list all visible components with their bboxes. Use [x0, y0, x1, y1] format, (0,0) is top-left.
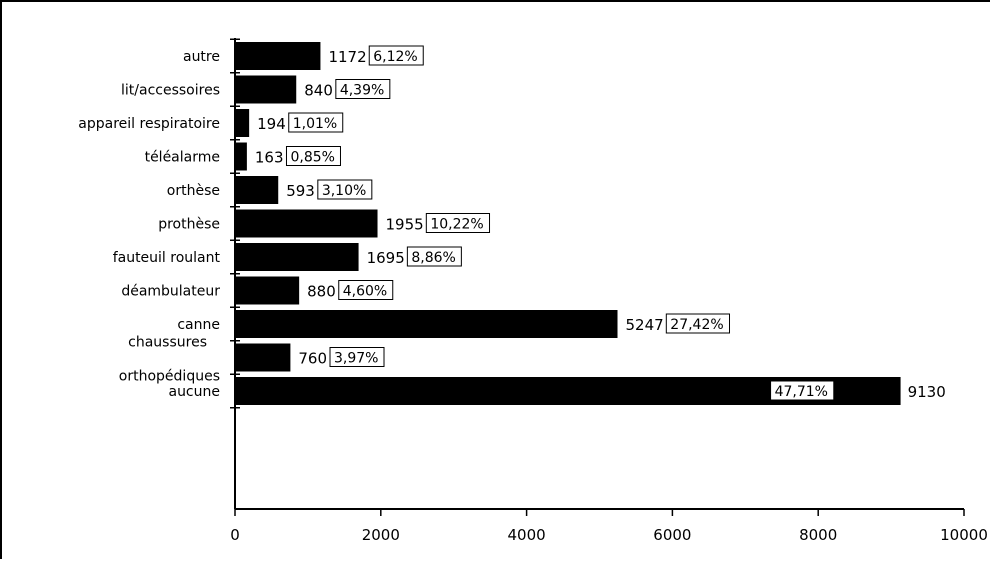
category-label: chaussures — [128, 335, 207, 351]
value-label: 5247 — [626, 316, 664, 334]
value-label: 840 — [304, 82, 333, 100]
axis-layer: 0 2000 4000 6000 8000 10000 — [230, 38, 988, 544]
category-label: fauteuil roulant — [113, 250, 221, 266]
value-label: 163 — [255, 149, 284, 167]
bar — [235, 109, 250, 137]
x-tick-label: 0 — [230, 526, 240, 544]
bar — [235, 310, 618, 338]
value-label: 9130 — [908, 383, 946, 401]
x-tick-label: 2000 — [362, 526, 400, 544]
percent-label: 0,85% — [290, 150, 334, 166]
category-label: téléalarme — [145, 150, 220, 166]
x-tick-label: 10000 — [940, 526, 988, 544]
percent-label: 1,01% — [293, 116, 337, 132]
bar — [235, 142, 247, 171]
percent-label: 3,10% — [322, 183, 366, 199]
value-label: 1172 — [328, 48, 366, 66]
percent-label: 10,22% — [430, 217, 483, 233]
value-label: 880 — [307, 283, 336, 301]
percent-label: 47,71% — [775, 384, 828, 400]
percent-box — [335, 79, 391, 99]
category-label: déambulateur — [121, 284, 220, 300]
category-label: prothèse — [158, 217, 220, 233]
bar — [235, 75, 297, 104]
x-tick-label: 4000 — [508, 526, 546, 544]
category-label: canne — [177, 317, 220, 333]
category-label: autre — [183, 49, 220, 65]
percent-label: 6,12% — [373, 49, 417, 65]
category-label: orthopédiques — [119, 369, 220, 385]
bar — [235, 276, 300, 305]
percent-box — [288, 112, 344, 133]
label-layer: autre 1172 6,12% lit/accessoires 840 4,39% app… — [78, 45, 946, 401]
x-tick-label: 8000 — [799, 526, 837, 544]
percent-box — [425, 213, 491, 233]
percent-label: 8,86% — [411, 250, 455, 266]
bar — [235, 42, 321, 70]
category-label: aucune — [168, 384, 220, 400]
value-label: 1955 — [386, 216, 424, 234]
percent-box — [338, 280, 394, 300]
bar — [235, 343, 291, 372]
category-label: lit/accessoires — [121, 83, 220, 99]
percent-box — [406, 246, 462, 267]
percent-box — [329, 347, 385, 367]
value-label: 593 — [286, 182, 315, 200]
value-label: 760 — [298, 350, 327, 368]
value-label: 1695 — [367, 249, 405, 267]
category-label: orthèse — [167, 183, 220, 199]
category-label: appareil respiratoire — [78, 116, 220, 132]
value-label: 194 — [257, 115, 286, 133]
percent-label: 4,60% — [343, 284, 387, 300]
bar — [235, 209, 378, 238]
bar — [235, 243, 359, 271]
percent-box — [285, 146, 341, 166]
percent-box — [368, 45, 424, 66]
x-tick-label: 6000 — [653, 526, 691, 544]
percent-label: 3,97% — [334, 351, 378, 367]
percent-label: 4,39% — [340, 83, 384, 99]
percent-box — [665, 313, 731, 334]
percent-box — [770, 380, 835, 401]
percent-box — [317, 179, 373, 200]
bar — [235, 176, 279, 204]
percent-label: 27,42% — [670, 317, 723, 333]
